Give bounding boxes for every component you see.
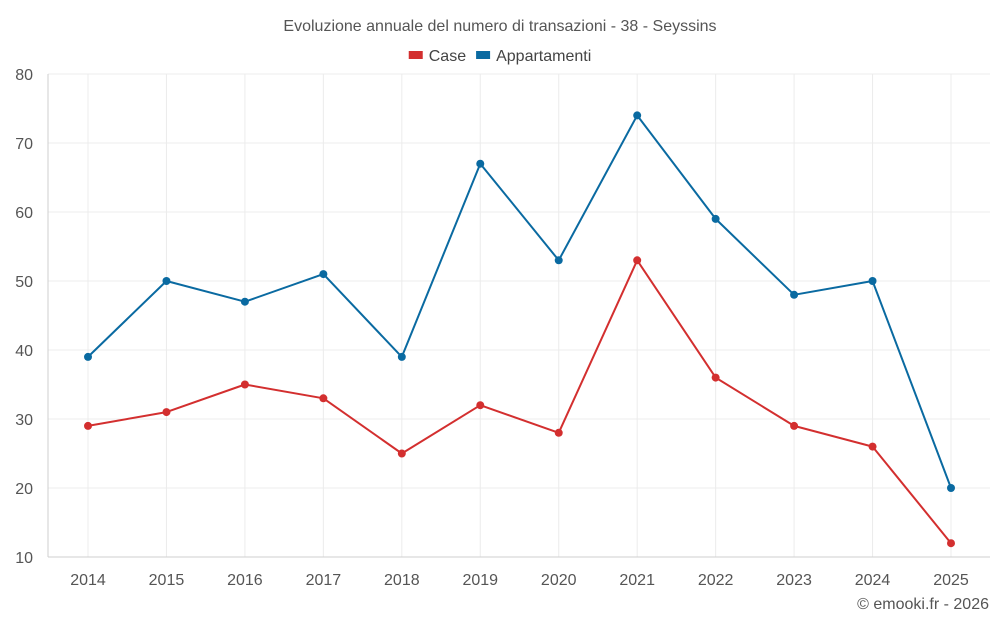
data-point-appartamenti-2017[interactable] xyxy=(319,270,328,279)
x-tick-label: 2016 xyxy=(227,572,263,589)
y-tick-label: 10 xyxy=(15,550,33,567)
legend-swatch-appartamenti xyxy=(476,51,491,59)
data-point-appartamenti-2022[interactable] xyxy=(711,214,720,223)
legend-item-case[interactable]: Case xyxy=(408,48,466,65)
data-point-case-2017[interactable] xyxy=(319,394,328,403)
x-tick-label: 2014 xyxy=(70,572,106,589)
y-tick-label: 50 xyxy=(15,274,33,291)
data-point-case-2023[interactable] xyxy=(790,421,799,430)
credit-text: © emooki.fr - 2026 xyxy=(857,596,989,613)
legend-swatch-case xyxy=(408,51,423,59)
data-point-appartamenti-2016[interactable] xyxy=(240,297,249,306)
data-point-case-2019[interactable] xyxy=(476,401,485,410)
data-point-case-2024[interactable] xyxy=(868,442,877,451)
y-tick-label: 20 xyxy=(15,481,33,498)
x-tick-label: 2020 xyxy=(541,572,577,589)
x-tick-label: 2022 xyxy=(698,572,734,589)
x-tick-label: 2021 xyxy=(619,572,655,589)
y-tick-label: 70 xyxy=(15,136,33,153)
data-point-appartamenti-2014[interactable] xyxy=(84,352,92,361)
data-point-case-2022[interactable] xyxy=(711,373,720,382)
y-tick-label: 40 xyxy=(15,343,33,360)
series-line-case xyxy=(87,259,952,544)
y-tick-label: 30 xyxy=(15,412,33,429)
series-line-appartamenti xyxy=(87,114,952,489)
series-appartamenti xyxy=(84,111,955,492)
data-point-case-2018[interactable] xyxy=(397,449,406,458)
legend[interactable]: Case Appartamenti xyxy=(408,48,592,65)
y-tick-label: 80 xyxy=(15,67,33,84)
data-point-appartamenti-2021[interactable] xyxy=(633,111,642,120)
data-point-case-2014[interactable] xyxy=(84,421,92,430)
data-point-case-2021[interactable] xyxy=(633,256,642,265)
data-point-appartamenti-2019[interactable] xyxy=(476,159,485,168)
x-tick-label: 2017 xyxy=(306,572,342,589)
x-tick-label: 2025 xyxy=(933,572,969,589)
data-point-appartamenti-2023[interactable] xyxy=(790,290,799,299)
legend-item-appartamenti[interactable]: Appartamenti xyxy=(476,48,591,65)
data-point-appartamenti-2018[interactable] xyxy=(397,352,406,361)
legend-label-appartamenti: Appartamenti xyxy=(496,48,591,65)
series-layer xyxy=(84,111,955,548)
x-tick-label: 2023 xyxy=(776,572,812,589)
data-point-case-2016[interactable] xyxy=(240,380,249,389)
data-point-appartamenti-2015[interactable] xyxy=(162,277,171,285)
series-case xyxy=(84,256,955,548)
axes: 10 20 30 40 50 60 70 80 2014 2015 2016 2017 2018 2019… xyxy=(15,67,990,589)
y-tick-label: 60 xyxy=(15,205,33,222)
data-point-case-2020[interactable] xyxy=(554,428,563,437)
data-point-case-2015[interactable] xyxy=(162,408,171,417)
x-tick-label: 2018 xyxy=(384,572,420,589)
data-point-appartamenti-2024[interactable] xyxy=(868,277,877,285)
x-tick-label: 2015 xyxy=(149,572,185,589)
chart-title: Evoluzione annuale del numero di transaz… xyxy=(283,18,716,35)
legend-label-case: Case xyxy=(429,48,466,65)
data-point-appartamenti-2025[interactable] xyxy=(947,484,955,492)
grid xyxy=(48,73,990,557)
data-point-case-2025[interactable] xyxy=(947,539,955,548)
x-tick-label: 2019 xyxy=(462,572,498,589)
data-point-appartamenti-2020[interactable] xyxy=(554,256,563,265)
x-tick-label: 2024 xyxy=(855,572,891,589)
